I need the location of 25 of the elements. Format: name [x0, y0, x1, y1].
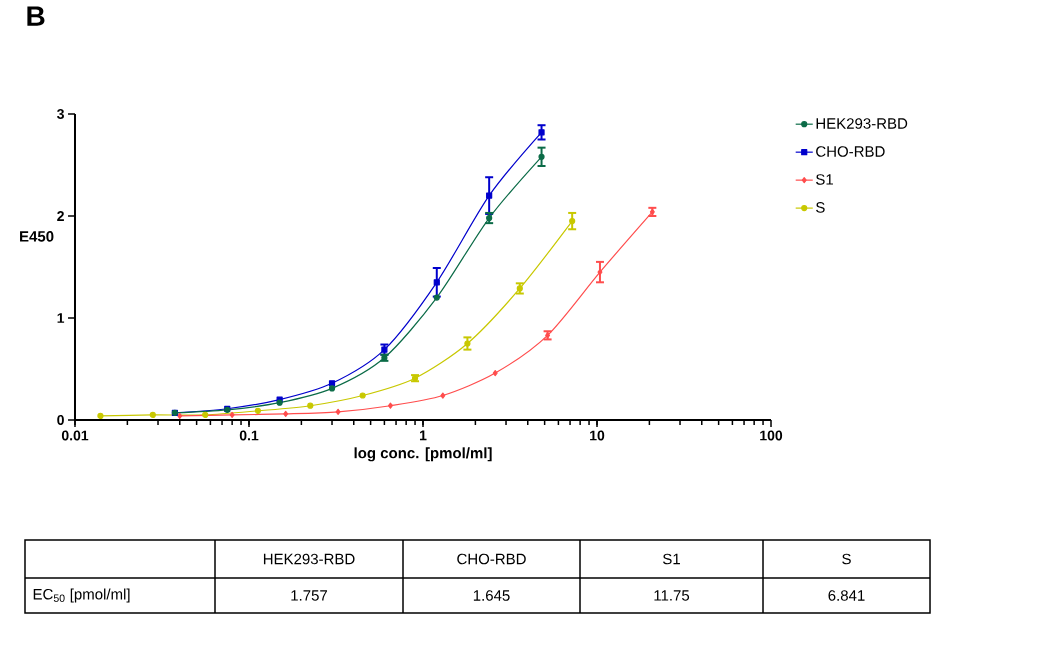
x-tick-label: 100	[760, 430, 783, 441]
text: 1.645	[473, 590, 510, 601]
text: S	[842, 553, 851, 565]
text: HEK293-RBD	[263, 553, 355, 565]
x-tick-label: 10	[590, 430, 605, 441]
y-tick-label: 2	[57, 211, 64, 221]
y-tick-label: 1	[57, 313, 65, 323]
legend-label: CHO-RBD	[816, 146, 885, 157]
text: 1.757	[291, 590, 328, 601]
x-tick-label: 0.1	[239, 430, 259, 441]
text: EC$_{50}$ [pmol/ml]	[33, 588, 130, 603]
x-tick-label: 0.01	[61, 430, 89, 441]
x-axis-title: log conc. [pmol/ml]	[354, 447, 492, 462]
y-tick-label: 3	[57, 109, 64, 119]
text: S1	[663, 553, 680, 565]
legend-label: S1	[816, 174, 833, 185]
y-axis-title: E450	[20, 231, 54, 242]
x-tick-label: 1	[419, 430, 427, 441]
legend-label: S	[816, 202, 825, 213]
legend-label: HEK293-RBD	[816, 118, 908, 129]
y-tick-label: 0	[57, 415, 64, 425]
text: 11.75	[654, 590, 690, 601]
text: B	[27, 6, 45, 26]
text: CHO-RBD	[457, 553, 526, 565]
text: 6.841	[828, 590, 865, 601]
